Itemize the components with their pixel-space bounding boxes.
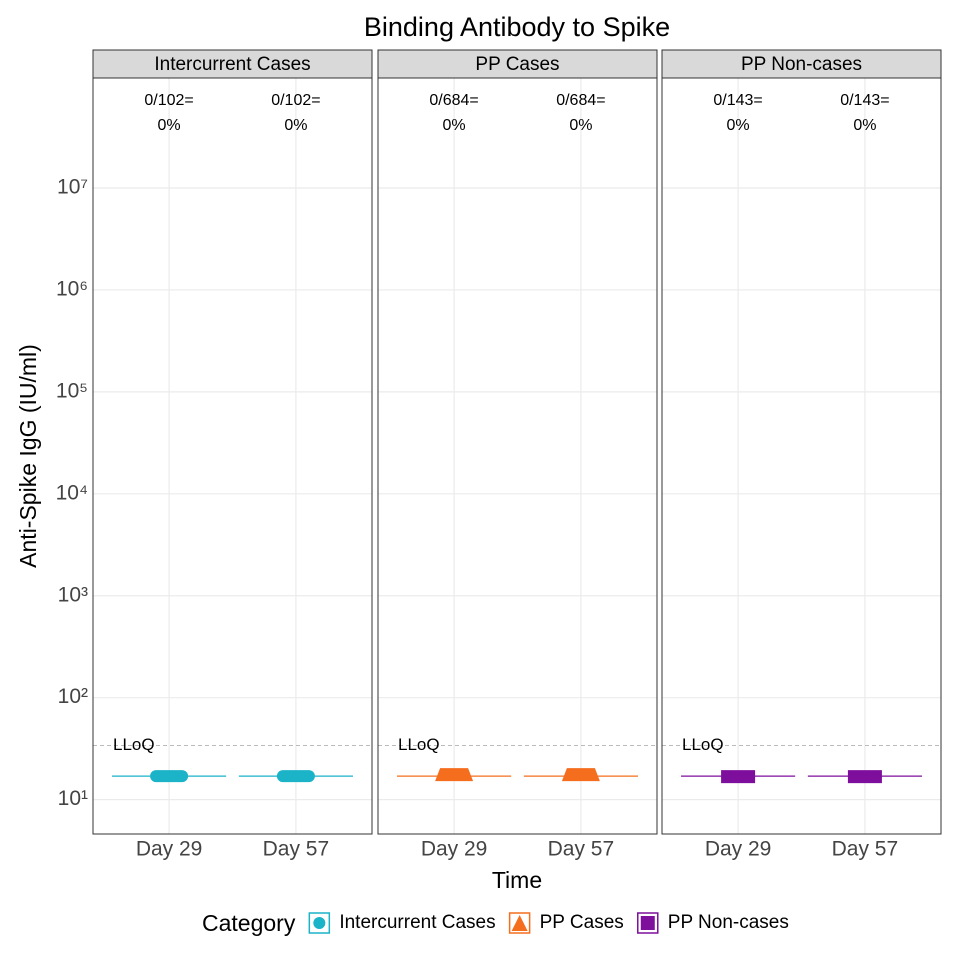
lloq-label: LLoQ [113, 735, 155, 754]
y-tick-label: 10⁴ [56, 481, 88, 504]
x-tick-label: Day 57 [832, 838, 899, 861]
response-label: 0/684= [556, 92, 605, 109]
response-label: 0/102= [271, 92, 320, 109]
x-tick-label: Day 29 [421, 838, 488, 861]
point-cluster [561, 768, 600, 782]
response-label: 0% [158, 117, 181, 134]
response-label: 0/143= [840, 92, 889, 109]
panel-border [92, 77, 373, 835]
response-label: 0% [853, 117, 876, 134]
strip [377, 49, 658, 79]
x-tick-label: Day 29 [705, 838, 772, 861]
y-tick-label: 10⁷ [57, 176, 88, 199]
legend-item: Intercurrent Cases [308, 912, 496, 934]
response-label: 0% [284, 117, 307, 134]
response-label: 0/684= [429, 92, 478, 109]
y-tick-label: 10⁵ [56, 379, 88, 402]
y-tick-label: 10² [58, 685, 88, 708]
legend-item: PP Non-cases [637, 912, 789, 934]
x-axis-label: Time [492, 867, 542, 893]
point-cluster [435, 768, 474, 782]
response-label: 0% [443, 117, 466, 134]
response-label: 0/143= [713, 92, 762, 109]
point-cluster [847, 770, 882, 784]
x-tick-label: Day 57 [548, 838, 615, 861]
strip [661, 49, 942, 79]
panel-border [377, 77, 658, 835]
legend-label: PP Cases [540, 912, 624, 933]
lloq-label: LLoQ [398, 735, 440, 754]
x-tick-label: Day 57 [263, 838, 330, 861]
response-label: 0/102= [144, 92, 193, 109]
x-tick-label: Day 29 [136, 838, 203, 861]
point-cluster [276, 770, 315, 783]
strip-label: PP Cases [475, 54, 559, 75]
legend-marker [313, 917, 326, 929]
response-label: 0% [727, 117, 750, 134]
y-axis-label: Anti-Spike IgG (IU/ml) [15, 344, 41, 568]
point-cluster [150, 770, 189, 783]
legend-marker [640, 916, 655, 930]
chart-title: Binding Antibody to Spike [364, 12, 670, 42]
y-tick-label: 10⁶ [56, 277, 88, 300]
legend-marker [511, 915, 528, 931]
y-tick-label: 10¹ [58, 787, 88, 810]
legend-title: Category [202, 910, 296, 936]
y-tick-label: 10³ [58, 583, 88, 606]
panel-border [661, 77, 942, 835]
strip [92, 49, 373, 79]
legend-item: PP Cases [508, 912, 624, 934]
legend-label: Intercurrent Cases [339, 912, 495, 933]
lloq-label: LLoQ [682, 735, 724, 754]
response-label: 0% [569, 117, 592, 134]
legend-label: PP Non-cases [668, 912, 789, 933]
strip-label: PP Non-cases [741, 54, 862, 75]
point-cluster [721, 770, 756, 784]
strip-label: Intercurrent Cases [154, 54, 310, 75]
